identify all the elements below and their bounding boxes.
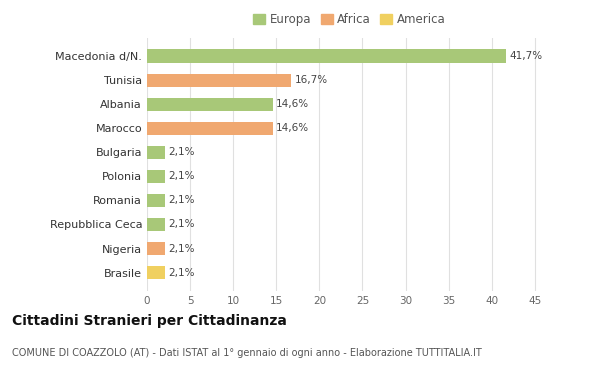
Text: 2,1%: 2,1% (169, 147, 195, 157)
Text: 2,1%: 2,1% (169, 171, 195, 181)
Bar (147, 266, 165, 279)
Bar (147, 122, 273, 135)
Bar (147, 242, 165, 255)
Text: 14,6%: 14,6% (276, 99, 310, 109)
Text: 2,1%: 2,1% (169, 268, 195, 278)
Bar (147, 98, 273, 111)
Legend: Europa, Africa, America: Europa, Africa, America (251, 11, 448, 29)
Bar (147, 74, 291, 87)
Bar (147, 146, 165, 159)
Bar (147, 170, 165, 183)
Bar (147, 218, 165, 231)
Text: COMUNE DI COAZZOLO (AT) - Dati ISTAT al 1° gennaio di ogni anno - Elaborazione T: COMUNE DI COAZZOLO (AT) - Dati ISTAT al … (12, 348, 482, 358)
Text: Cittadini Stranieri per Cittadinanza: Cittadini Stranieri per Cittadinanza (12, 314, 287, 328)
Text: 2,1%: 2,1% (169, 195, 195, 206)
Text: 16,7%: 16,7% (295, 75, 328, 85)
Bar (147, 194, 165, 207)
Bar (147, 49, 506, 63)
Text: 2,1%: 2,1% (169, 244, 195, 253)
Text: 41,7%: 41,7% (510, 51, 543, 61)
Text: 14,6%: 14,6% (276, 123, 310, 133)
Text: 2,1%: 2,1% (169, 220, 195, 230)
